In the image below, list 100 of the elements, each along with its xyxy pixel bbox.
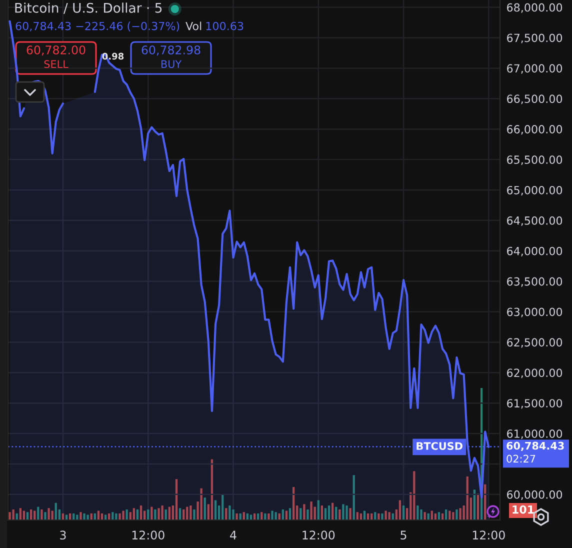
bar — [306, 509, 309, 520]
annotation: SELL — [44, 60, 68, 68]
bar — [129, 512, 132, 520]
bar — [484, 484, 486, 520]
bar — [413, 471, 416, 520]
bar — [268, 513, 270, 520]
bar — [416, 505, 419, 520]
bar — [303, 504, 306, 520]
bar — [193, 509, 196, 520]
y-tick-label: 61,000.00 — [507, 430, 562, 440]
bar — [80, 512, 82, 520]
bar — [8, 512, 11, 520]
bar — [178, 508, 182, 520]
y-tick-label: 65,500.00 — [507, 156, 562, 166]
x-tick-label: 5 — [400, 530, 406, 540]
annotation: Vol — [186, 22, 202, 30]
x-tick-label: 4 — [230, 530, 236, 540]
y-tick-label: 64,500.00 — [507, 216, 562, 226]
bar — [292, 487, 295, 520]
bar — [122, 510, 124, 520]
bar — [320, 505, 323, 520]
bar — [317, 500, 320, 520]
bar — [349, 508, 352, 520]
bar — [222, 494, 224, 520]
bar — [132, 508, 135, 520]
bar — [388, 512, 390, 520]
bar — [54, 502, 57, 520]
bar — [374, 512, 376, 520]
bar — [190, 505, 192, 520]
bar — [161, 505, 164, 520]
bar — [115, 513, 118, 520]
bar — [352, 475, 355, 520]
bar — [236, 513, 238, 520]
bar — [232, 509, 234, 520]
bar — [48, 508, 50, 520]
bar — [459, 508, 462, 520]
bar — [19, 508, 22, 520]
text: 02:27 — [506, 454, 536, 463]
bar — [204, 498, 206, 520]
bar — [424, 512, 426, 520]
bar — [328, 505, 330, 520]
bar — [26, 512, 29, 520]
bar — [324, 508, 327, 520]
y-tick-label: 66,500.00 — [507, 94, 562, 104]
bar — [346, 505, 348, 520]
bar — [118, 513, 121, 520]
bar — [158, 508, 160, 520]
x-tick-label: 3 — [60, 530, 66, 540]
y-tick-label: 62,000.00 — [507, 368, 562, 378]
bar — [210, 459, 214, 520]
bar — [225, 508, 228, 520]
y-tick-label: 65,000.00 — [507, 186, 562, 196]
y-tick-label: 67,000.00 — [507, 64, 562, 74]
x-tick-label: 12:00 — [302, 530, 335, 540]
y-tick-label: 66,000.00 — [507, 125, 562, 135]
bar — [384, 510, 387, 520]
y-tick-label: 61,500.00 — [507, 399, 562, 409]
ref-line-label: 60,784.43 — [506, 442, 564, 452]
chart-title: Bitcoin / U.S. Dollar · 5 — [15, 2, 162, 14]
annotation: 60,782.00 — [26, 45, 86, 56]
text: 101 — [512, 505, 534, 514]
bar — [402, 505, 405, 520]
bar — [381, 513, 384, 520]
bar — [271, 510, 274, 520]
bar — [288, 508, 292, 520]
series-label: BTCUSD — [416, 442, 462, 450]
y-tick-label: 62,500.00 — [507, 338, 562, 348]
bar — [228, 505, 231, 520]
y-tick-label: 67,500.00 — [507, 34, 562, 44]
annotation: 60,782.98 — [142, 45, 200, 56]
bar — [214, 500, 217, 520]
bar — [86, 514, 89, 520]
bar — [40, 509, 43, 520]
bar — [260, 512, 263, 520]
bar — [332, 502, 334, 520]
y-tick-label: 60,000.00 — [507, 490, 562, 500]
bar — [140, 505, 142, 520]
annotation: 100.63 — [206, 22, 244, 30]
bar — [154, 509, 156, 520]
bar — [398, 500, 402, 520]
annotation: BUY — [161, 60, 182, 68]
x-tick-label: 12:00 — [472, 530, 505, 540]
bar — [456, 509, 458, 520]
bar — [466, 476, 468, 520]
bar — [83, 513, 86, 520]
bar — [342, 504, 344, 520]
y-tick-label: 63,500.00 — [507, 277, 562, 287]
bar — [452, 512, 454, 520]
bar — [300, 508, 302, 520]
bar — [274, 512, 277, 520]
y-tick-label: 68,000.00 — [507, 3, 562, 13]
annotation: 60,784.43 −225.46 (−0.37%) — [16, 22, 180, 32]
bar — [438, 512, 440, 520]
bar — [44, 512, 46, 520]
bar — [242, 512, 245, 520]
y-tick-label: 63,000.00 — [507, 308, 562, 318]
bar — [175, 479, 178, 520]
bar — [310, 502, 312, 520]
bar — [112, 512, 114, 520]
bar — [356, 512, 358, 520]
